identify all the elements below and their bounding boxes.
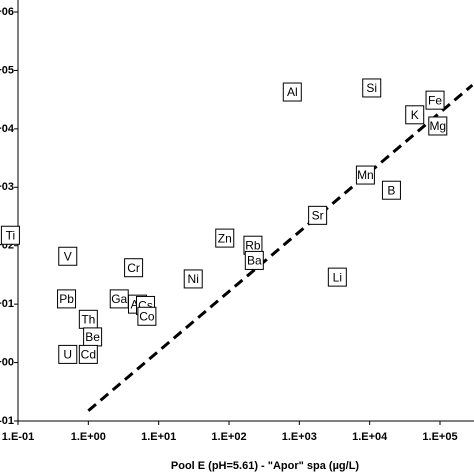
point-marker — [425, 90, 445, 110]
point-marker — [308, 205, 328, 225]
point-label: Ni — [188, 272, 199, 286]
point-marker — [0, 225, 20, 245]
x-tick-label: 1.E+03 — [282, 431, 317, 443]
y-tick-label: 1.E+04 — [0, 123, 15, 135]
point-label: Sr — [312, 209, 324, 223]
point-marker — [215, 228, 235, 248]
x-tick-label: 1.E-01 — [2, 431, 34, 443]
point-label: B — [387, 183, 395, 197]
point-label: Ti — [6, 228, 16, 242]
x-tick-label: 1.E+04 — [352, 431, 388, 443]
x-tick-label: 1.E+01 — [141, 431, 176, 443]
point-label: Be — [85, 330, 100, 344]
x-tick-label: 1.E+05 — [422, 431, 457, 443]
point-label: Fe — [428, 93, 442, 107]
point-label: K — [411, 108, 419, 122]
x-tick-label: 1.E+00 — [71, 431, 106, 443]
point-marker — [362, 78, 382, 98]
point-label: Al — [287, 85, 298, 99]
point-label: Cd — [81, 348, 96, 362]
point-label: Rb — [245, 238, 261, 252]
point-marker — [57, 289, 77, 309]
point-marker — [428, 116, 448, 136]
point-label: Pb — [59, 292, 74, 306]
point-marker — [282, 82, 302, 102]
x-tick-label: 1.E+02 — [211, 431, 246, 443]
point-marker — [327, 267, 347, 287]
x-axis-label: Pool E (pH=5.61) - "Apor" spa (µg/L) — [171, 460, 360, 472]
trend-line — [87, 83, 474, 412]
point-marker — [58, 246, 78, 266]
point-marker — [405, 105, 425, 125]
point-label: U — [63, 348, 72, 362]
point-label: Ba — [247, 254, 262, 268]
point-marker — [244, 250, 264, 270]
y-tick-label: 1.E+06 — [0, 6, 14, 18]
point-label: Si — [366, 81, 377, 95]
point-label: Zn — [218, 231, 232, 245]
point-label: Mn — [357, 168, 374, 182]
point-label: V — [64, 249, 72, 263]
point-label: Li — [333, 270, 342, 284]
point-marker — [137, 306, 157, 326]
point-label: Th — [81, 312, 95, 326]
point-marker — [355, 165, 375, 185]
point-marker — [124, 258, 144, 278]
y-tick-label: 1.E+01 — [0, 298, 14, 310]
point-label: Co — [139, 309, 155, 323]
y-tick-label: 1.E+05 — [0, 64, 14, 76]
point-marker — [381, 180, 401, 200]
point-label: Cr — [127, 261, 140, 275]
point-label: Ga — [111, 292, 127, 306]
y-tick-label: 1.E-01 — [0, 415, 14, 427]
point-marker — [183, 269, 203, 289]
y-tick-label: 1.E+03 — [0, 181, 14, 193]
point-label: Mg — [429, 119, 446, 133]
point-marker — [58, 344, 78, 364]
y-tick-label: 1.E+00 — [0, 356, 14, 368]
point-marker — [78, 344, 98, 364]
